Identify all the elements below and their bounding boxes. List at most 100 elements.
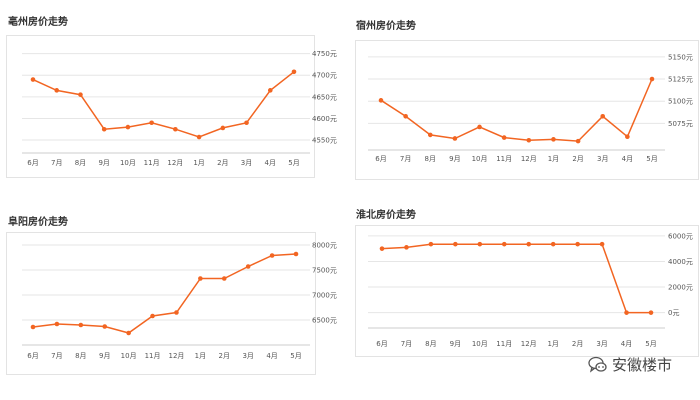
x-tick-label: 8月 [425,155,436,163]
y-tick-label: 4700元 [312,72,337,80]
data-point [599,241,605,247]
y-tick-label: 4000元 [668,258,693,266]
data-point [600,113,606,119]
y-tick-label: 6500元 [312,317,337,325]
x-tick-label: 12月 [521,340,537,348]
y-tick-label: 6000元 [668,232,693,240]
x-tick-label: 6月 [376,340,387,348]
data-point [269,253,275,258]
data-point [102,324,108,329]
data-point [379,246,385,251]
x-tick-label: 2月 [219,352,230,360]
y-tick-label: 0元 [668,309,679,317]
x-tick-label: 4月 [266,352,277,360]
watermark: 安徽楼市 [588,354,672,375]
y-tick-label: 4550元 [312,137,337,145]
data-point [378,98,384,103]
x-tick-label: 6月 [27,352,38,360]
data-point [477,124,482,130]
data-point [173,126,178,132]
x-tick-label: 3月 [242,352,253,360]
data-point [150,313,155,319]
data-point [625,134,630,139]
chart-title: 宿州房价走势 [356,21,416,32]
y-tick-label: 7500元 [312,267,337,275]
y-tick-label: 4600元 [312,115,337,123]
x-tick-label: 12月 [167,159,183,167]
x-tick-label: 5月 [290,352,301,360]
data-point [648,310,654,315]
x-tick-label: 7月 [51,159,62,167]
data-point [174,310,179,315]
data-point [575,138,581,144]
x-tick-label: 6月 [27,159,38,167]
x-tick-label: 3月 [241,159,252,167]
data-point [501,135,507,140]
y-tick-label: 5100元 [668,98,693,106]
x-tick-label: 8月 [425,340,436,348]
data-point [649,76,655,82]
data-point [54,321,60,327]
data-point [575,241,580,247]
data-point [267,88,273,93]
data-point [526,137,532,143]
data-point [198,276,203,281]
data-point [403,113,408,119]
chart-title: 淮北房价走势 [356,210,416,221]
series-line [381,243,651,314]
y-tick-label: 8000元 [312,242,337,250]
data-point [78,92,83,97]
x-tick-label: 9月 [449,155,460,163]
data-point [149,120,154,126]
x-tick-label: 7月 [51,352,62,360]
data-point [477,241,483,247]
data-point [624,310,629,315]
x-tick-label: 9月 [450,340,461,348]
chart-title: 阜阳房价走势 [8,217,68,228]
x-tick-label: 1月 [547,340,558,348]
x-tick-label: 3月 [596,340,607,348]
data-point [291,69,297,75]
data-point [428,241,434,247]
x-tick-label: 8月 [75,159,86,167]
y-tick-label: 2000元 [668,284,693,292]
x-tick-label: 9月 [99,352,110,360]
x-tick-label: 4月 [265,159,276,167]
x-tick-label: 12月 [168,352,184,360]
x-tick-label: 10月 [121,352,137,360]
chart-frame [6,35,315,178]
data-point [220,125,226,131]
data-point [245,264,251,269]
data-point [30,77,36,82]
x-tick-label: 11月 [145,352,161,360]
chart-frame [6,232,316,375]
x-tick-label: 12月 [521,155,537,163]
x-tick-label: 4月 [622,155,633,163]
y-tick-label: 5075元 [668,120,693,128]
data-point [244,120,249,126]
y-tick-label: 5150元 [668,53,693,61]
x-tick-label: 5月 [646,155,657,163]
watermark-text: 安徽楼市 [612,356,673,374]
x-tick-label: 10月 [472,155,488,163]
x-tick-label: 9月 [98,159,109,167]
x-tick-label: 11月 [496,340,512,348]
y-tick-label: 4750元 [312,50,337,58]
chart-title: 亳州房价走势 [8,17,68,28]
data-point [30,324,36,330]
y-tick-label: 4650元 [312,93,337,101]
x-tick-label: 1月 [195,352,206,360]
data-point [125,124,131,130]
x-tick-label: 3月 [597,155,608,163]
x-tick-label: 1月 [193,159,204,167]
x-tick-label: 11月 [144,159,160,167]
data-point [126,330,131,336]
x-tick-label: 11月 [496,155,512,163]
data-point [196,134,202,140]
data-point [453,241,458,247]
x-tick-label: 2月 [217,159,228,167]
series-line [32,253,297,334]
